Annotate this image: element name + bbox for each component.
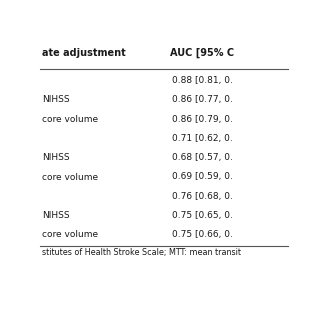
Text: 0.86 [0.77, 0.: 0.86 [0.77, 0.: [172, 95, 233, 105]
Text: AUC [95% C: AUC [95% C: [170, 48, 234, 59]
Text: NIHSS: NIHSS: [42, 211, 70, 220]
Text: core volume: core volume: [42, 115, 99, 124]
Text: 0.68 [0.57, 0.: 0.68 [0.57, 0.: [172, 153, 233, 162]
Text: NIHSS: NIHSS: [42, 95, 70, 105]
Text: core volume: core volume: [42, 230, 99, 239]
Text: core volume: core volume: [42, 172, 99, 181]
Text: stitutes of Health Stroke Scale; MTT: mean transit: stitutes of Health Stroke Scale; MTT: me…: [42, 248, 244, 257]
Text: 0.75 [0.66, 0.: 0.75 [0.66, 0.: [172, 230, 233, 239]
Text: 0.75 [0.65, 0.: 0.75 [0.65, 0.: [172, 211, 233, 220]
Text: NIHSS: NIHSS: [42, 153, 70, 162]
Text: 0.88 [0.81, 0.: 0.88 [0.81, 0.: [172, 76, 233, 85]
Text: ate adjustment: ate adjustment: [42, 48, 126, 59]
Text: 0.69 [0.59, 0.: 0.69 [0.59, 0.: [172, 172, 233, 181]
Text: 0.71 [0.62, 0.: 0.71 [0.62, 0.: [172, 134, 233, 143]
Text: 0.76 [0.68, 0.: 0.76 [0.68, 0.: [172, 192, 233, 201]
Text: 0.86 [0.79, 0.: 0.86 [0.79, 0.: [172, 115, 233, 124]
